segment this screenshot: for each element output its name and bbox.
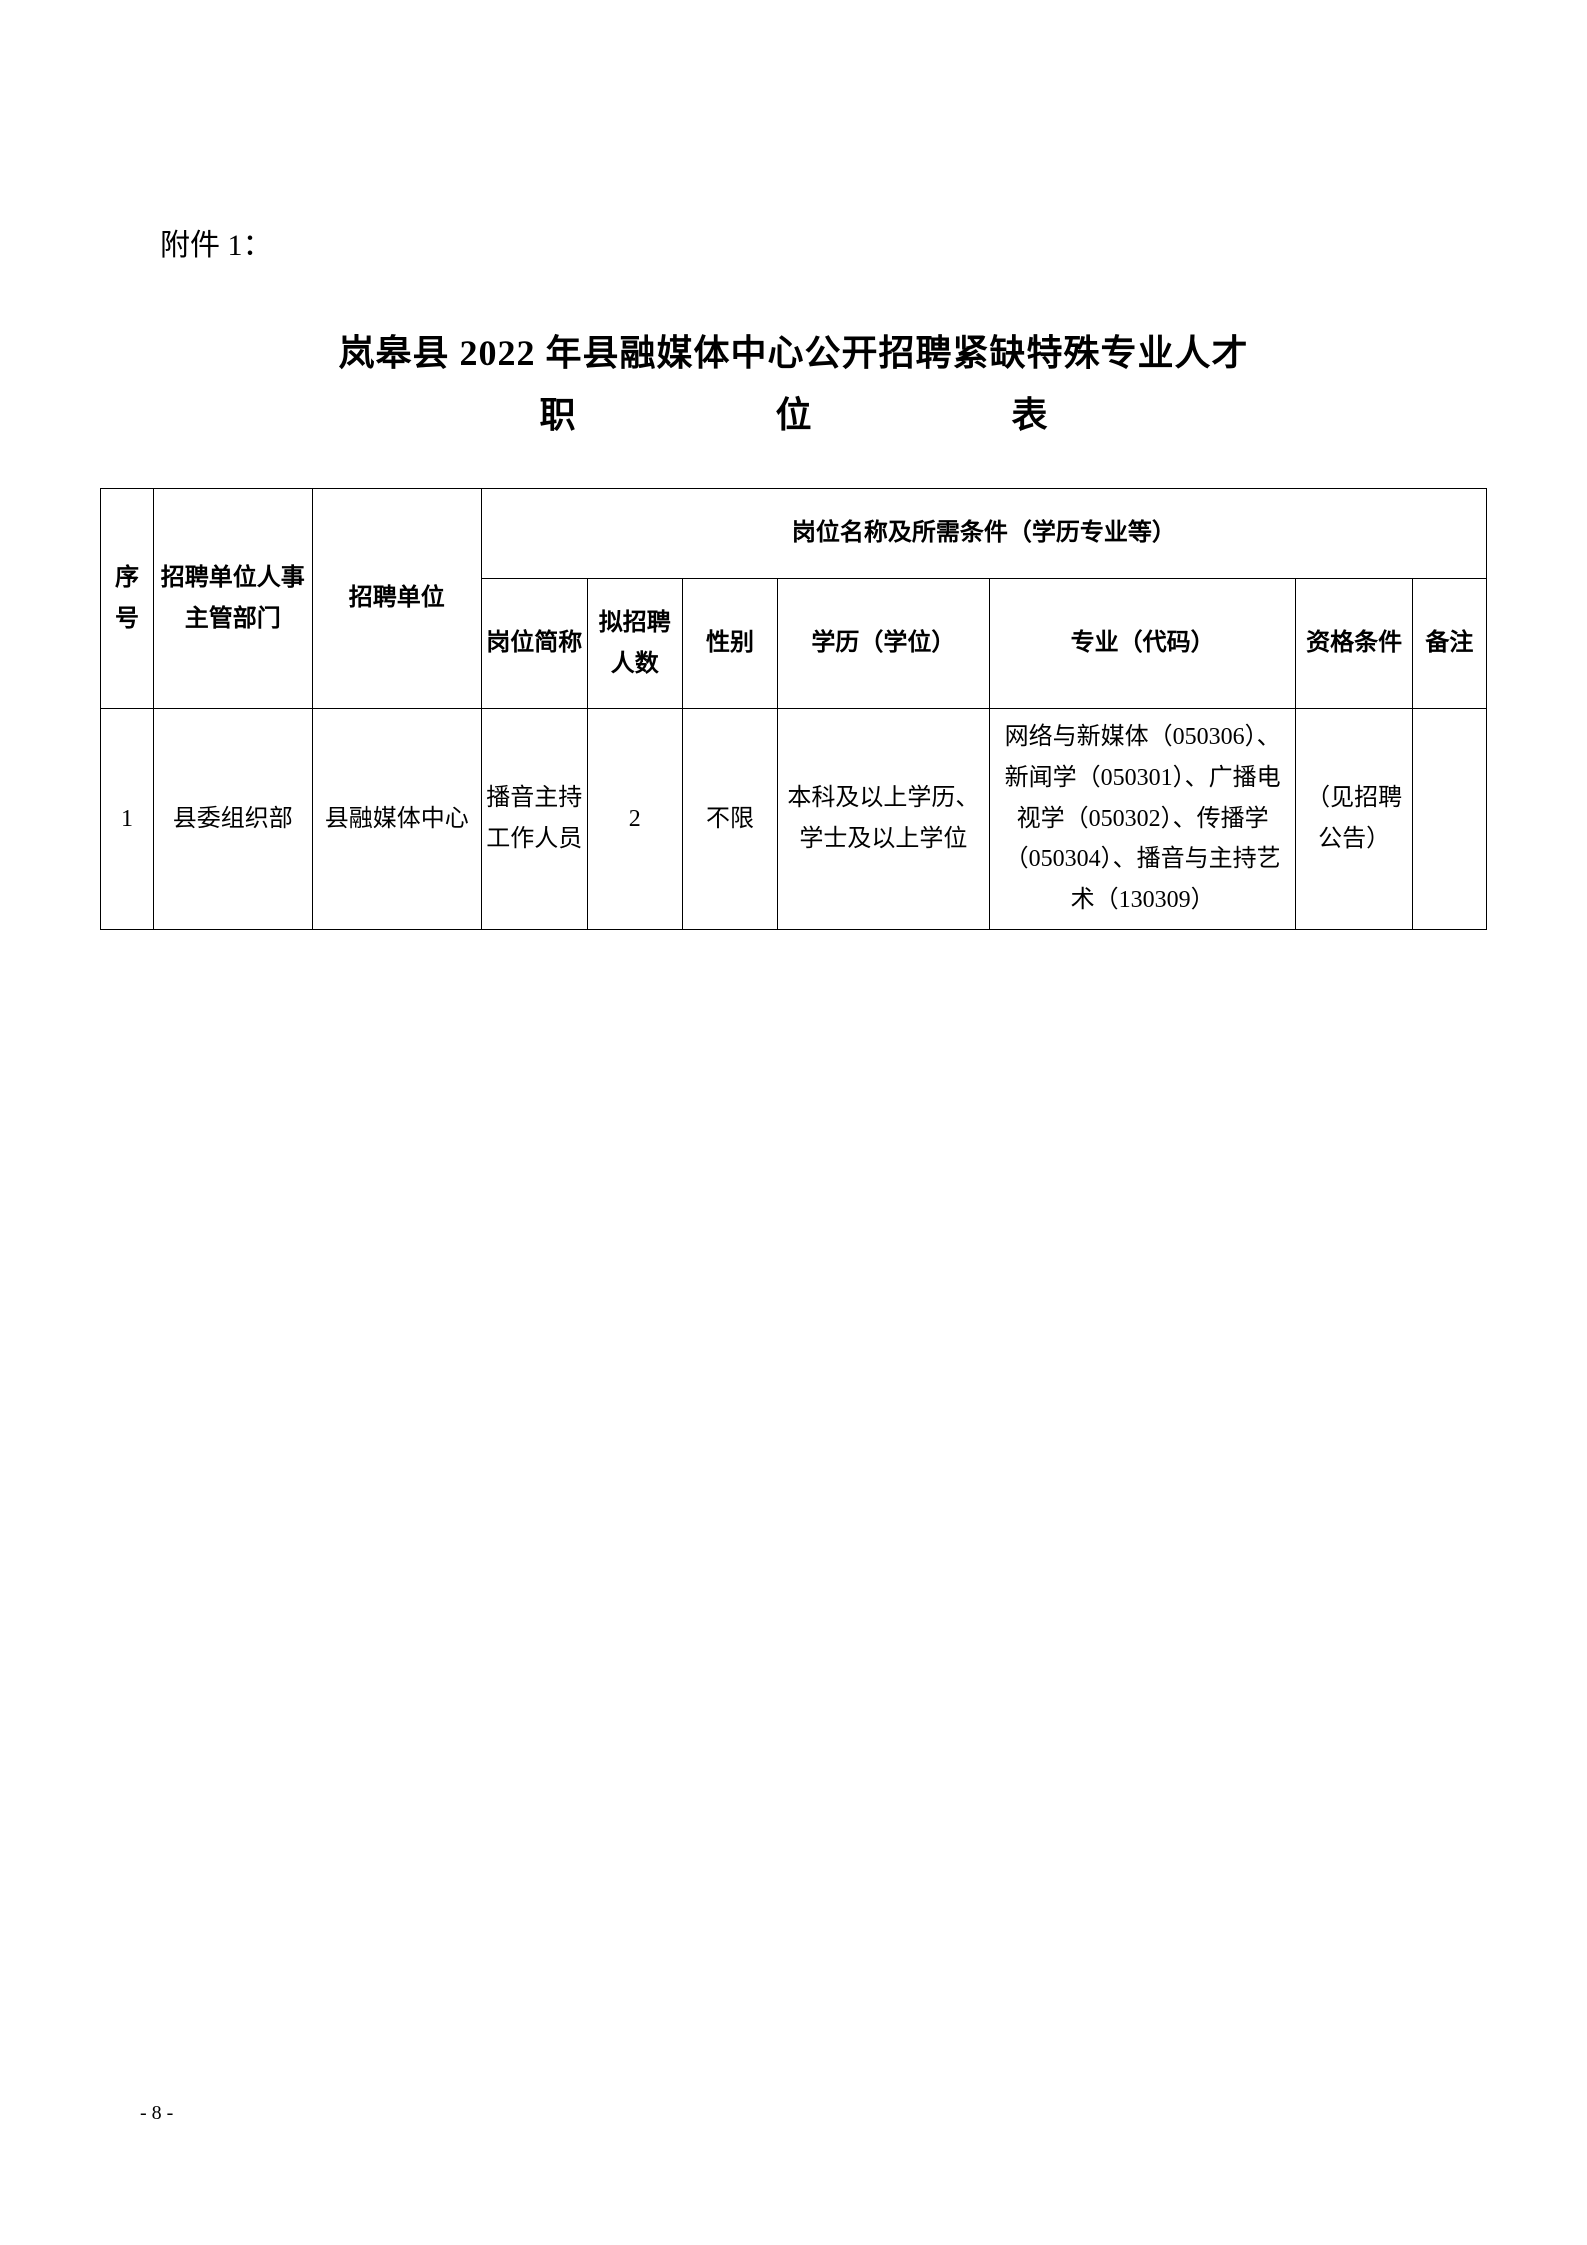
table-row: 1 县委组织部 县融媒体中心 播音主持工作人员 2 不限 本科及以上学历、学士及… <box>101 709 1487 930</box>
job-position-table: 序号 招聘单位人事主管部门 招聘单位 岗位名称及所需条件（学历专业等） 岗位简称… <box>100 488 1487 930</box>
col-header-remark: 备注 <box>1412 579 1486 709</box>
title-char-3: 表 <box>1012 386 1048 438</box>
col-header-group: 岗位名称及所需条件（学历专业等） <box>481 489 1486 579</box>
col-header-seq: 序号 <box>101 489 154 709</box>
col-header-gender: 性别 <box>682 579 777 709</box>
col-header-qual: 资格条件 <box>1296 579 1412 709</box>
col-header-jobname: 岗位简称 <box>481 579 587 709</box>
cell-remark <box>1412 709 1486 930</box>
cell-major: 网络与新媒体（050306）、新闻学（050301）、广播电视学（050302）… <box>989 709 1296 930</box>
title-line-2: 职 位 表 <box>100 386 1487 438</box>
page-number: - 8 - <box>140 2102 173 2125</box>
cell-unit: 县融媒体中心 <box>312 709 481 930</box>
cell-edu: 本科及以上学历、学士及以上学位 <box>778 709 990 930</box>
attachment-label: 附件 1： <box>160 220 1487 264</box>
col-header-dept: 招聘单位人事主管部门 <box>153 489 312 709</box>
document-title: 岚皋县 2022 年县融媒体中心公开招聘紧缺特殊专业人才 职 位 表 <box>100 324 1487 438</box>
cell-jobname: 播音主持工作人员 <box>481 709 587 930</box>
cell-seq: 1 <box>101 709 154 930</box>
cell-qual: （见招聘公告） <box>1296 709 1412 930</box>
title-char-2: 位 <box>775 386 811 438</box>
cell-gender: 不限 <box>682 709 777 930</box>
col-header-major: 专业（代码） <box>989 579 1296 709</box>
col-header-edu: 学历（学位） <box>778 579 990 709</box>
col-header-count: 拟招聘人数 <box>587 579 682 709</box>
col-header-unit: 招聘单位 <box>312 489 481 709</box>
title-char-1: 职 <box>539 386 575 438</box>
title-line-1: 岚皋县 2022 年县融媒体中心公开招聘紧缺特殊专业人才 <box>100 324 1487 376</box>
cell-dept: 县委组织部 <box>153 709 312 930</box>
cell-count: 2 <box>587 709 682 930</box>
